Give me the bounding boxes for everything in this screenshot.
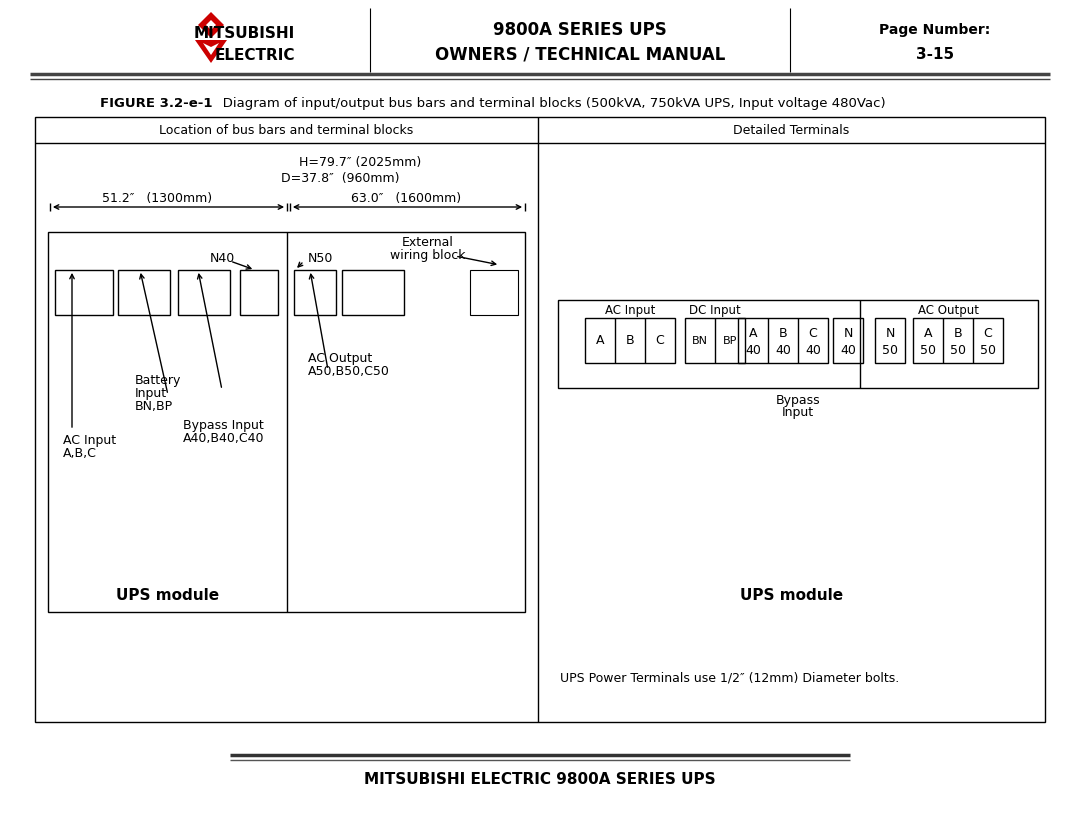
Text: A50,B50,C50: A50,B50,C50	[308, 364, 390, 378]
Text: 40: 40	[775, 344, 791, 357]
Text: MITSUBISHI ELECTRIC 9800A SERIES UPS: MITSUBISHI ELECTRIC 9800A SERIES UPS	[364, 771, 716, 786]
Text: Battery: Battery	[135, 374, 181, 386]
Text: 40: 40	[840, 344, 856, 357]
Bar	[558, 300, 1038, 388]
Text: Bypass Input: Bypass Input	[183, 419, 264, 431]
Text: Input: Input	[135, 386, 167, 399]
Text: UPS module: UPS module	[116, 589, 219, 604]
Bar	[685, 318, 745, 363]
Polygon shape	[195, 40, 227, 63]
Text: 40: 40	[745, 344, 761, 357]
Text: A: A	[923, 327, 932, 340]
Text: 50: 50	[980, 344, 996, 357]
Text: FIGURE 3.2-e-1: FIGURE 3.2-e-1	[100, 97, 213, 109]
Text: A: A	[748, 327, 757, 340]
Bar	[875, 318, 905, 363]
Bar	[585, 318, 675, 363]
Bar	[342, 270, 404, 315]
Text: Detailed Terminals: Detailed Terminals	[733, 123, 850, 137]
Text: N: N	[886, 327, 894, 340]
Text: N40: N40	[210, 252, 234, 264]
Bar	[55, 270, 113, 315]
Text: 50: 50	[882, 344, 897, 357]
Text: Diagram of input/output bus bars and terminal blocks (500kVA, 750kVA UPS, Input : Diagram of input/output bus bars and ter…	[210, 97, 886, 109]
Text: wiring block: wiring block	[390, 249, 465, 262]
Bar	[48, 232, 525, 612]
Bar	[294, 270, 336, 315]
Text: Input: Input	[782, 405, 814, 419]
Text: N50: N50	[308, 252, 334, 264]
Text: B: B	[954, 327, 962, 340]
Bar	[738, 318, 828, 363]
Text: C: C	[984, 327, 993, 340]
Text: Page Number:: Page Number:	[879, 23, 990, 37]
Bar	[470, 270, 518, 315]
Text: 9800A SERIES UPS: 9800A SERIES UPS	[494, 21, 666, 39]
Bar	[178, 270, 230, 315]
Text: H=79.7″ (2025mm): H=79.7″ (2025mm)	[299, 155, 421, 168]
Text: AC Input: AC Input	[605, 304, 656, 316]
Text: ELECTRIC: ELECTRIC	[215, 48, 295, 63]
Text: 50: 50	[950, 344, 966, 357]
Text: Bypass: Bypass	[775, 394, 821, 406]
Text: BP: BP	[723, 335, 738, 345]
Text: AC Output: AC Output	[308, 351, 373, 364]
Text: OWNERS / TECHNICAL MANUAL: OWNERS / TECHNICAL MANUAL	[435, 45, 725, 63]
Polygon shape	[203, 43, 219, 55]
Polygon shape	[198, 12, 224, 38]
Text: Location of bus bars and terminal blocks: Location of bus bars and terminal blocks	[160, 123, 414, 137]
Text: A,B,C: A,B,C	[63, 446, 97, 460]
Text: BN,BP: BN,BP	[135, 399, 173, 413]
Text: AC Output: AC Output	[918, 304, 980, 316]
Text: 3-15: 3-15	[916, 47, 954, 62]
Text: 40: 40	[805, 344, 821, 357]
Text: 63.0″   (1600mm): 63.0″ (1600mm)	[351, 192, 461, 204]
Bar	[913, 318, 1003, 363]
Text: External: External	[402, 235, 454, 249]
Bar	[240, 270, 278, 315]
Text: UPS Power Terminals use 1/2″ (12mm) Diameter bolts.: UPS Power Terminals use 1/2″ (12mm) Diam…	[561, 671, 900, 685]
Bar	[35, 117, 1045, 722]
Text: DC Input: DC Input	[689, 304, 741, 316]
Text: BN: BN	[692, 335, 708, 345]
Bar	[118, 270, 170, 315]
Text: A40,B40,C40: A40,B40,C40	[183, 431, 265, 445]
Text: 50: 50	[920, 344, 936, 357]
Text: A: A	[596, 334, 604, 347]
Text: MITSUBISHI: MITSUBISHI	[193, 26, 295, 41]
Text: UPS module: UPS module	[740, 589, 843, 604]
Text: D=37.8″  (960mm): D=37.8″ (960mm)	[281, 172, 400, 184]
Text: N: N	[843, 327, 853, 340]
Bar	[833, 318, 863, 363]
Text: B: B	[779, 327, 787, 340]
Text: C: C	[809, 327, 818, 340]
Text: AC Input: AC Input	[63, 434, 117, 446]
Polygon shape	[206, 20, 216, 30]
Text: C: C	[656, 334, 664, 347]
Text: 51.2″   (1300mm): 51.2″ (1300mm)	[102, 192, 212, 204]
Text: B: B	[625, 334, 634, 347]
